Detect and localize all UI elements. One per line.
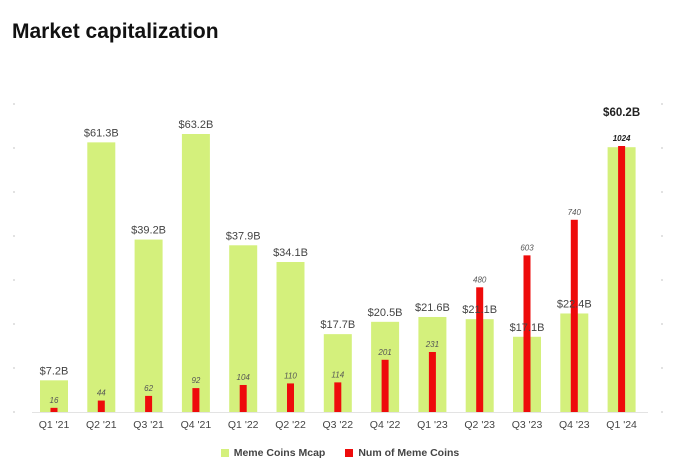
count-bar[interactable] xyxy=(618,146,626,412)
x-tick-label: Q1 '23 xyxy=(417,419,448,431)
right-axis-tick xyxy=(661,323,663,325)
x-tick-label: Q4 '21 xyxy=(181,419,212,431)
left-axis-tick xyxy=(13,103,15,105)
count-value-label: 201 xyxy=(377,348,391,357)
count-value-label: 740 xyxy=(568,208,582,217)
mcap-value-label: $21.1B xyxy=(462,304,497,316)
right-axis-tick xyxy=(661,411,663,413)
x-tick-label: Q1 '24 xyxy=(606,419,637,431)
count-bar[interactable] xyxy=(50,407,58,412)
mcap-value-label: $20.5B xyxy=(368,307,403,319)
count-value-label: 110 xyxy=(284,371,297,380)
count-bar[interactable] xyxy=(192,388,200,412)
x-tick-label: Q4 '22 xyxy=(370,419,401,431)
count-value-label: 480 xyxy=(473,275,487,284)
count-value-label: 104 xyxy=(237,373,251,382)
chart-title: Market capitalization xyxy=(12,20,219,43)
mcap-value-label: $22.4B xyxy=(557,298,592,310)
mcap-value-label: $39.2B xyxy=(131,225,166,237)
right-axis-tick xyxy=(661,103,663,105)
count-value-label: 114 xyxy=(331,370,344,379)
x-tick-label: Q2 '22 xyxy=(275,419,306,431)
right-axis-tick xyxy=(661,279,663,281)
right-axis-tick xyxy=(661,367,663,369)
left-axis-tick xyxy=(13,279,15,281)
x-tick-label: Q1 '22 xyxy=(228,419,259,431)
mcap-value-label: $37.9B xyxy=(226,230,261,242)
count-value-label: 231 xyxy=(425,340,439,349)
x-tick-label: Q3 '22 xyxy=(322,419,353,431)
x-tick-label: Q4 '23 xyxy=(559,419,590,431)
count-bar[interactable] xyxy=(287,383,294,412)
mcap-value-label: $7.2B xyxy=(40,365,69,377)
count-bar[interactable] xyxy=(523,255,531,412)
right-axis-tick xyxy=(661,235,663,237)
count-value-label: 16 xyxy=(50,396,59,405)
mcap-bar[interactable] xyxy=(40,380,68,412)
count-value-label: 62 xyxy=(144,384,153,393)
legend-item-mcap[interactable]: Meme Coins Mcap xyxy=(220,447,326,459)
count-value-label: 92 xyxy=(191,376,200,385)
mcap-value-label: $34.1B xyxy=(273,247,308,259)
mcap-value-label: $61.3B xyxy=(84,127,119,139)
mcap-value-label: $63.2B xyxy=(178,119,213,131)
left-axis-tick xyxy=(13,323,15,325)
count-bar[interactable] xyxy=(570,219,578,412)
mcap-bar[interactable] xyxy=(181,134,210,412)
legend: Meme Coins Mcap Num of Meme Coins xyxy=(0,447,680,459)
mcap-bar[interactable] xyxy=(134,239,163,412)
count-value-label: 44 xyxy=(97,389,106,398)
x-tick-label: Q2 '23 xyxy=(464,419,495,431)
x-tick-label: Q1 '21 xyxy=(39,419,70,431)
right-axis-tick xyxy=(661,147,663,149)
left-axis-tick xyxy=(13,191,15,193)
mcap-bar[interactable] xyxy=(87,142,116,412)
count-value-label: 603 xyxy=(520,243,534,252)
count-value-label: 1024 xyxy=(613,134,631,143)
left-axis-tick xyxy=(13,367,15,369)
count-bar[interactable] xyxy=(381,359,389,412)
count-bar[interactable] xyxy=(145,395,153,412)
count-bar[interactable] xyxy=(97,400,105,412)
legend-label-count: Num of Meme Coins xyxy=(358,447,460,459)
legend-item-count[interactable]: Num of Meme Coins xyxy=(345,447,459,459)
x-tick-label: Q2 '21 xyxy=(86,419,117,431)
mcap-bar[interactable] xyxy=(229,245,258,412)
left-axis-tick xyxy=(13,411,15,413)
legend-swatch-count xyxy=(345,449,354,457)
count-bar[interactable] xyxy=(428,351,436,412)
x-tick-label: Q3 '21 xyxy=(133,419,164,431)
mcap-value-label: $21.6B xyxy=(415,302,450,314)
count-bar[interactable] xyxy=(334,382,342,412)
count-bar[interactable] xyxy=(476,287,484,412)
mcap-value-label: $60.2B xyxy=(603,107,640,119)
mcap-value-label: $17.1B xyxy=(510,322,545,334)
mcap-value-label: $17.7B xyxy=(320,319,355,331)
legend-label-mcap: Meme Coins Mcap xyxy=(233,447,326,459)
x-tick-label: Q3 '23 xyxy=(512,419,543,431)
chart-area: $7.2B 16 Q1 '21 $61.3B 44 Q2 '21 $39.2B 62 Q3 '2… xyxy=(13,103,663,431)
right-axis-tick xyxy=(661,191,663,193)
legend-swatch-mcap xyxy=(220,449,229,457)
left-axis-tick xyxy=(13,235,15,237)
count-bar[interactable] xyxy=(239,384,247,412)
left-axis-tick xyxy=(13,147,15,149)
